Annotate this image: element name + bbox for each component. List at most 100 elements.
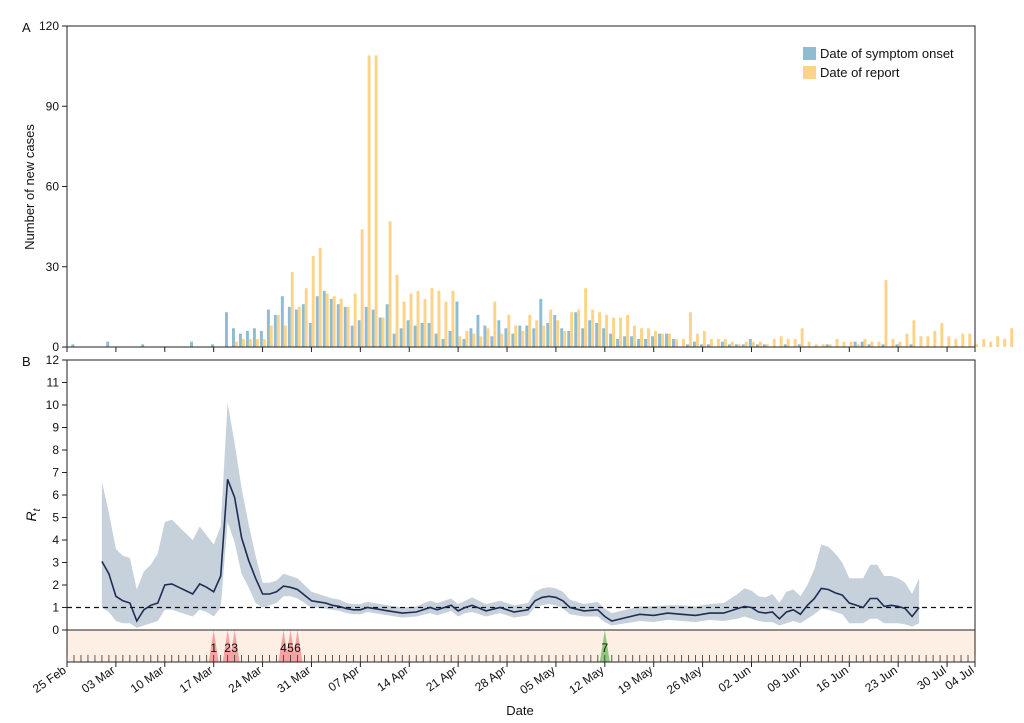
legend-swatch-report bbox=[803, 66, 816, 79]
event-marker-label: 1 bbox=[210, 641, 217, 655]
onset-bar bbox=[280, 296, 284, 347]
report-bar bbox=[395, 274, 399, 347]
event-marker-label: 4 bbox=[280, 641, 287, 655]
onset-bar bbox=[853, 341, 857, 347]
report-bar bbox=[772, 338, 776, 347]
report-bar bbox=[514, 325, 518, 347]
onset-bar bbox=[525, 325, 529, 347]
report-bar bbox=[926, 336, 930, 347]
onset-bar bbox=[595, 322, 599, 347]
report-bar bbox=[989, 341, 993, 347]
onset-bar bbox=[553, 314, 557, 347]
rt-confidence-band bbox=[101, 402, 920, 628]
x-tick-label: 31 Mar bbox=[275, 663, 314, 696]
onset-bar bbox=[644, 338, 648, 347]
report-bar bbox=[660, 333, 664, 347]
onset-bar bbox=[141, 344, 145, 347]
onset-bar bbox=[685, 344, 689, 347]
report-bar bbox=[758, 341, 762, 347]
onset-bar bbox=[797, 344, 801, 347]
report-bar bbox=[863, 338, 867, 347]
x-tick-label: 09 Jun bbox=[765, 663, 803, 695]
report-bar bbox=[332, 296, 336, 347]
y-tick-label: 1 bbox=[52, 601, 59, 615]
report-bar bbox=[549, 309, 553, 347]
panel-b-y-label: Rt bbox=[23, 507, 43, 521]
report-bar bbox=[535, 320, 539, 347]
report-bar bbox=[360, 229, 364, 347]
report-bar bbox=[933, 330, 937, 347]
report-bar bbox=[688, 312, 692, 347]
onset-bar bbox=[420, 322, 424, 347]
onset-bar bbox=[273, 314, 277, 347]
report-bar bbox=[891, 338, 895, 347]
onset-bar bbox=[672, 338, 675, 347]
onset-bar bbox=[867, 344, 871, 347]
rt-subscript: t bbox=[32, 507, 43, 511]
onset-bar bbox=[623, 336, 627, 347]
x-tick-label: 03 Mar bbox=[79, 663, 118, 696]
onset-bar bbox=[190, 341, 194, 347]
y-tick-label: 90 bbox=[46, 99, 60, 113]
report-bar bbox=[374, 55, 378, 348]
x-tick-label: 26 May bbox=[664, 663, 704, 697]
onset-bar bbox=[378, 317, 382, 347]
report-bar bbox=[290, 272, 294, 347]
report-bar bbox=[241, 338, 245, 347]
report-bar bbox=[444, 301, 448, 347]
report-bar bbox=[346, 306, 350, 347]
report-bar bbox=[633, 325, 636, 347]
report-bar bbox=[779, 336, 783, 347]
report-bar bbox=[304, 288, 308, 347]
report-bars bbox=[234, 55, 1014, 348]
x-tick-label: 14 Apr bbox=[375, 663, 411, 694]
x-tick-label: 10 Mar bbox=[128, 663, 167, 696]
report-bar bbox=[521, 330, 525, 347]
panel-a-y-label: Number of new cases bbox=[22, 124, 37, 250]
report-bar bbox=[437, 290, 441, 347]
report-bar bbox=[479, 336, 483, 347]
onset-bar bbox=[490, 336, 494, 347]
onset-bar bbox=[399, 328, 403, 347]
legend-swatch-onset bbox=[803, 47, 816, 60]
report-bar bbox=[814, 344, 818, 347]
report-bar bbox=[598, 312, 602, 347]
report-bar bbox=[318, 248, 322, 347]
onset-bar bbox=[658, 333, 661, 347]
x-tick-label: 04 Jul bbox=[942, 663, 976, 693]
onset-bar bbox=[546, 322, 550, 347]
onset-bar bbox=[301, 304, 305, 347]
onset-bar bbox=[665, 333, 668, 347]
onset-bar bbox=[637, 338, 641, 347]
event-marker-label: 7 bbox=[601, 641, 608, 655]
report-bar bbox=[605, 314, 609, 347]
report-bar bbox=[954, 338, 958, 347]
report-bar bbox=[849, 341, 853, 347]
report-bar bbox=[577, 309, 581, 347]
onset-bar bbox=[476, 314, 480, 347]
report-bar bbox=[570, 312, 574, 347]
panel-a-label: A bbox=[22, 20, 31, 35]
report-bar bbox=[975, 344, 979, 347]
report-bar bbox=[283, 325, 287, 347]
onset-bar bbox=[727, 344, 731, 347]
report-bar bbox=[311, 256, 315, 347]
report-bar bbox=[737, 344, 741, 347]
onset-bar bbox=[287, 306, 291, 347]
y-tick-label: 11 bbox=[47, 376, 60, 390]
report-bar bbox=[765, 344, 769, 347]
onset-bar bbox=[336, 304, 340, 347]
onset-bar bbox=[427, 322, 431, 347]
report-bar bbox=[591, 309, 595, 347]
report-bar bbox=[472, 333, 476, 347]
onset-bar bbox=[720, 341, 724, 347]
y-tick-label: 5 bbox=[52, 511, 59, 525]
report-bar bbox=[968, 333, 972, 347]
report-bar bbox=[681, 338, 685, 347]
onset-bar bbox=[343, 306, 347, 347]
onset-bar bbox=[455, 301, 459, 347]
report-bar bbox=[619, 317, 623, 347]
onset-bar bbox=[294, 309, 298, 347]
y-tick-label: 0 bbox=[52, 340, 59, 354]
